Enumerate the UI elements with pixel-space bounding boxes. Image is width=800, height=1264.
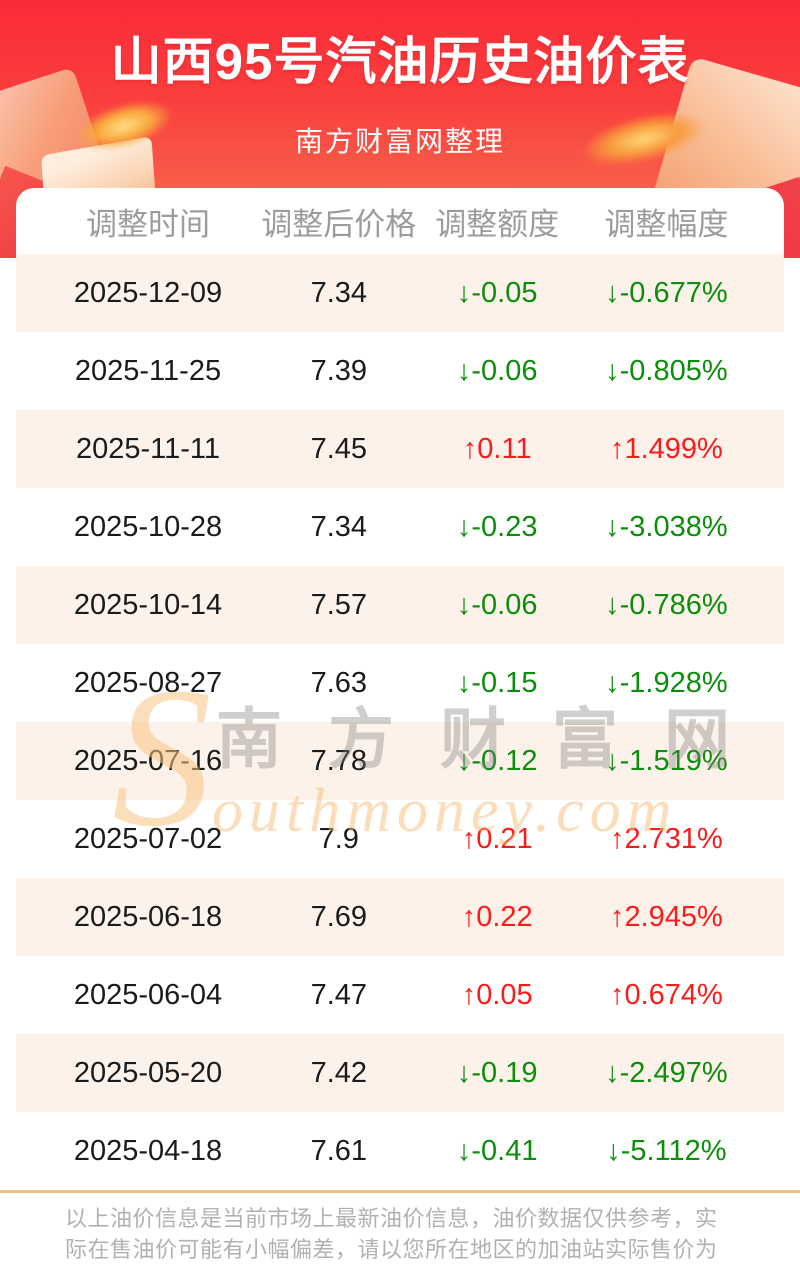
table-row: 2025-07-02 7.9 ↑0.21 ↑2.731% [16, 800, 784, 878]
column-header-price-after: 调整后价格 [261, 206, 417, 242]
cell-change-percent: ↓-1.519% [605, 744, 728, 777]
table-row: 2025-12-09 7.34 ↓-0.05 ↓-0.677% [16, 254, 784, 332]
cell-change-amount: ↓-0.15 [456, 666, 538, 699]
price-table-card: 调整时间 调整后价格 调整额度 调整幅度 2025-12-09 7.34 ↓-0… [16, 188, 784, 1190]
cell-change-percent: ↓-1.928% [605, 666, 728, 699]
cell-change-amount: ↓-0.05 [456, 276, 538, 309]
cell-change-amount: ↓-0.23 [456, 510, 538, 543]
page-subtitle: 南方财富网整理 [294, 126, 505, 157]
cell-change-percent: ↓-5.112% [606, 1134, 727, 1167]
table-row: 2025-06-04 7.47 ↑0.05 ↑0.674% [16, 956, 784, 1034]
cell-change-percent: ↓-3.038% [605, 510, 728, 543]
cell-change-amount: ↓-0.06 [456, 588, 538, 621]
cell-adjust-date: 2025-11-11 [75, 432, 221, 465]
cell-price-after: 7.47 [310, 978, 368, 1011]
table-row: 2025-06-18 7.69 ↑0.22 ↑2.945% [16, 878, 784, 956]
cell-change-percent: ↓-2.497% [605, 1056, 728, 1089]
cell-adjust-date: 2025-10-28 [73, 510, 223, 543]
cell-adjust-date: 2025-11-25 [74, 354, 222, 387]
cell-price-after: 7.78 [310, 744, 368, 777]
table-row: 2025-05-20 7.42 ↓-0.19 ↓-2.497% [16, 1034, 784, 1112]
cell-adjust-date: 2025-07-16 [73, 744, 223, 777]
cell-change-percent: ↑0.674% [609, 978, 723, 1011]
cell-change-amount: ↑0.05 [461, 978, 533, 1011]
table-row: 2025-08-27 7.63 ↓-0.15 ↓-1.928% [16, 644, 784, 722]
table-row: 2025-10-28 7.34 ↓-0.23 ↓-3.038% [16, 488, 784, 566]
cell-price-after: 7.39 [310, 354, 368, 387]
column-header-change-percent: 调整幅度 [604, 206, 729, 242]
page-title: 山西95号汽油历史油价表 [110, 33, 690, 90]
cell-price-after: 7.61 [310, 1134, 368, 1167]
cell-price-after: 7.63 [310, 666, 368, 699]
cell-adjust-date: 2025-12-09 [73, 276, 223, 309]
cell-change-percent: ↓-0.786% [605, 588, 728, 621]
cell-change-percent: ↓-0.805% [605, 354, 728, 387]
cell-change-percent: ↑2.945% [609, 900, 723, 933]
cell-adjust-date: 2025-06-04 [73, 978, 223, 1011]
cell-change-amount: ↑0.21 [461, 822, 533, 855]
cell-adjust-date: 2025-04-18 [73, 1134, 223, 1167]
cell-change-amount: ↓-0.12 [456, 744, 538, 777]
table-header-row: 调整时间 调整后价格 调整额度 调整幅度 [16, 188, 784, 254]
table-row: 2025-04-18 7.61 ↓-0.41 ↓-5.112% [16, 1112, 784, 1190]
cell-price-after: 7.34 [310, 276, 368, 309]
table-body: 2025-12-09 7.34 ↓-0.05 ↓-0.677% 2025-11-… [16, 254, 784, 1190]
disclaimer-text: 以上油价信息是当前市场上最新油价信息，油价数据仅供参考，实际在售油价可能有小幅偏… [65, 1206, 718, 1262]
cell-price-after: 7.57 [310, 588, 368, 621]
cell-change-amount: ↑0.11 [462, 432, 532, 465]
cell-change-percent: ↑2.731% [609, 822, 723, 855]
table-row: 2025-11-25 7.39 ↓-0.06 ↓-0.805% [16, 332, 784, 410]
cell-change-amount: ↑0.22 [461, 900, 533, 933]
table-row: 2025-10-14 7.57 ↓-0.06 ↓-0.786% [16, 566, 784, 644]
cell-adjust-date: 2025-10-14 [73, 588, 223, 621]
cell-adjust-date: 2025-08-27 [73, 666, 223, 699]
cell-change-percent: ↑1.499% [609, 432, 723, 465]
cell-adjust-date: 2025-07-02 [73, 822, 223, 855]
cell-price-after: 7.42 [310, 1056, 368, 1089]
cell-adjust-date: 2025-05-20 [73, 1056, 223, 1089]
table-row: 2025-11-11 7.45 ↑0.11 ↑1.499% [16, 410, 784, 488]
cell-price-after: 7.45 [310, 432, 368, 465]
table-row: 2025-07-16 7.78 ↓-0.12 ↓-1.519% [16, 722, 784, 800]
cell-adjust-date: 2025-06-18 [73, 900, 223, 933]
column-header-change-amount: 调整额度 [435, 206, 560, 242]
footer-divider [0, 1190, 800, 1193]
cell-price-after: 7.69 [310, 900, 368, 933]
cell-change-amount: ↓-0.19 [456, 1056, 538, 1089]
cell-change-percent: ↓-0.677% [605, 276, 728, 309]
column-header-adjust-date: 调整时间 [86, 206, 210, 242]
cell-change-amount: ↓-0.41 [456, 1134, 538, 1167]
cell-change-amount: ↓-0.06 [456, 354, 538, 387]
cell-price-after: 7.34 [310, 510, 368, 543]
cell-price-after: 7.9 [318, 822, 359, 855]
